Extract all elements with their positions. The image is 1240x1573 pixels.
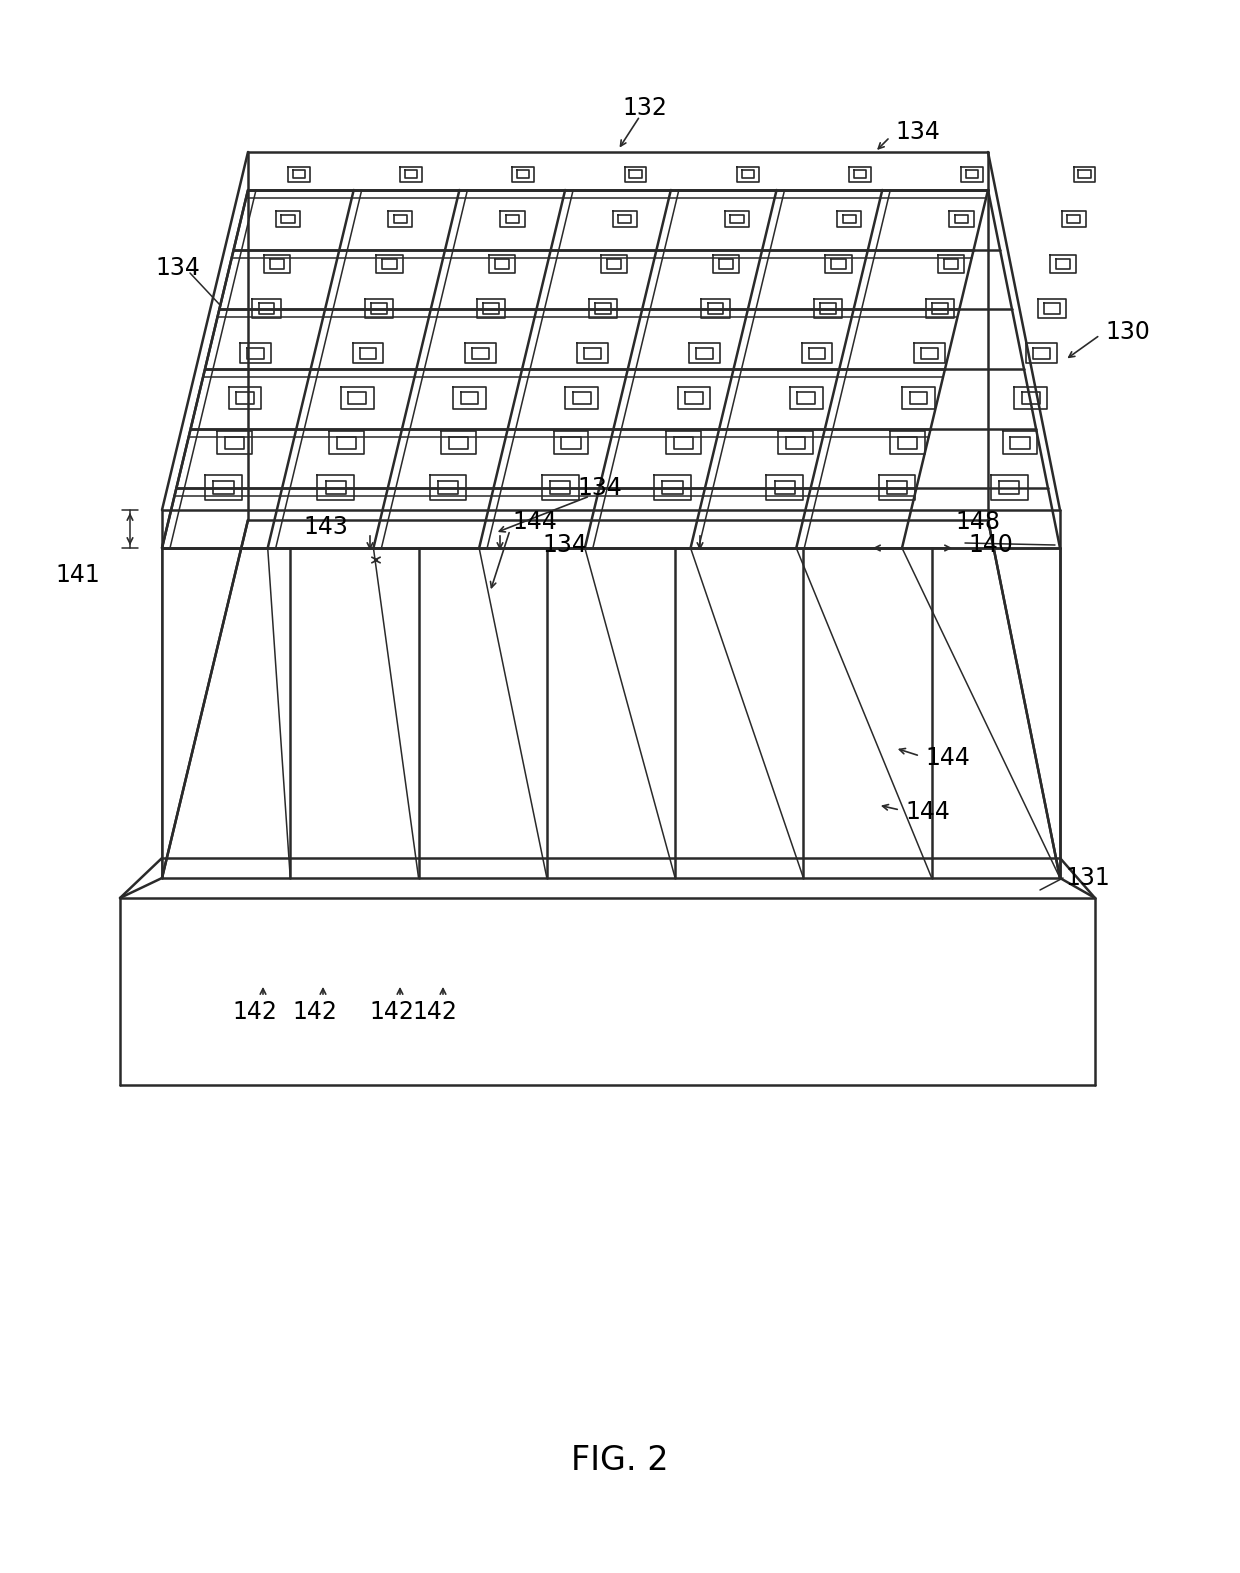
Text: 144: 144 xyxy=(925,746,970,771)
Text: 142: 142 xyxy=(293,1000,337,1024)
Text: 131: 131 xyxy=(1065,867,1110,890)
Text: 142: 142 xyxy=(233,1000,278,1024)
Text: 148: 148 xyxy=(955,510,999,533)
Text: 134: 134 xyxy=(895,120,940,145)
Text: 134: 134 xyxy=(155,256,200,280)
Text: FIG. 2: FIG. 2 xyxy=(572,1444,668,1477)
Text: 141: 141 xyxy=(56,563,100,587)
Text: 143: 143 xyxy=(303,514,348,540)
Text: 132: 132 xyxy=(622,96,667,120)
Text: 142: 142 xyxy=(370,1000,414,1024)
Text: 130: 130 xyxy=(1105,319,1149,344)
Text: 144: 144 xyxy=(905,801,950,824)
Text: 140: 140 xyxy=(968,533,1013,557)
Text: 134: 134 xyxy=(543,533,588,557)
Text: 142: 142 xyxy=(413,1000,458,1024)
Text: 134: 134 xyxy=(578,477,622,500)
Text: 144: 144 xyxy=(512,510,557,533)
